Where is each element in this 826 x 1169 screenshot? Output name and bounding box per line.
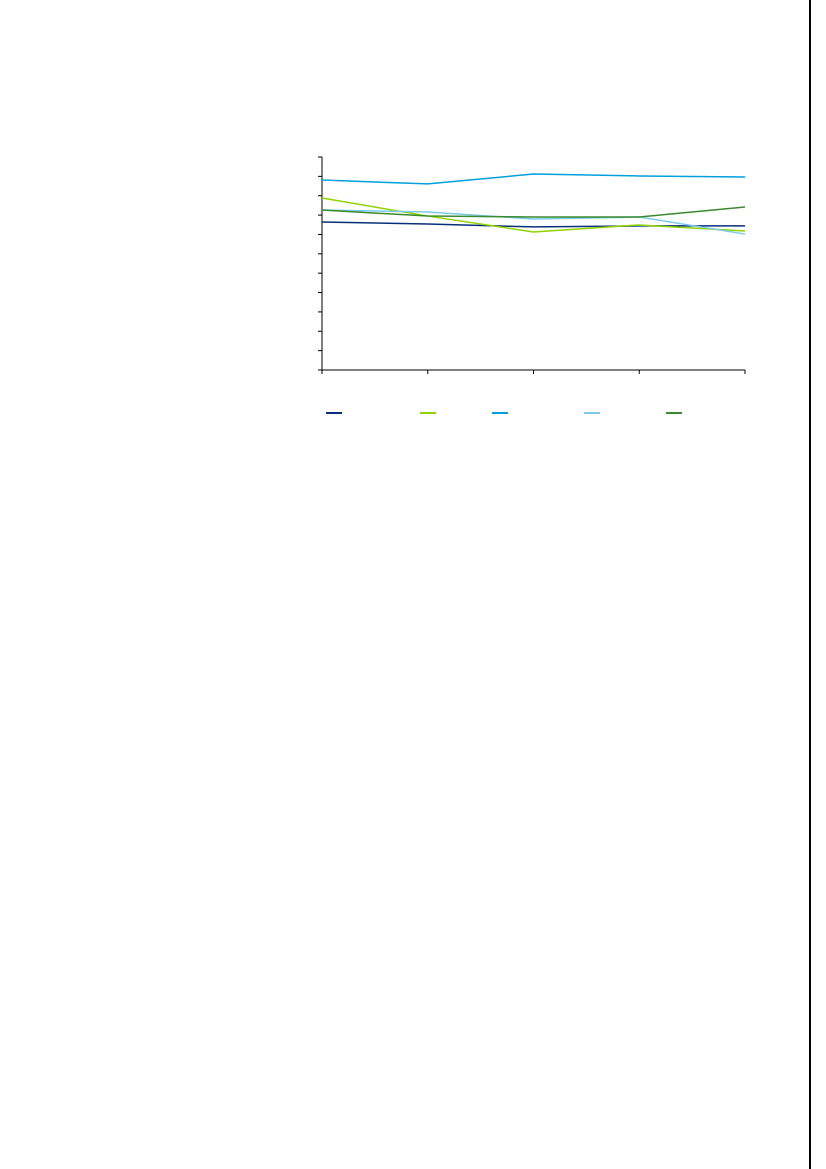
series-line-3 bbox=[321, 173, 746, 185]
series-line-5 bbox=[321, 206, 746, 218]
series-line-4 bbox=[321, 209, 746, 235]
page-edge-line bbox=[809, 0, 811, 1169]
series-line-2 bbox=[321, 197, 746, 233]
series-line-1 bbox=[321, 221, 745, 228]
